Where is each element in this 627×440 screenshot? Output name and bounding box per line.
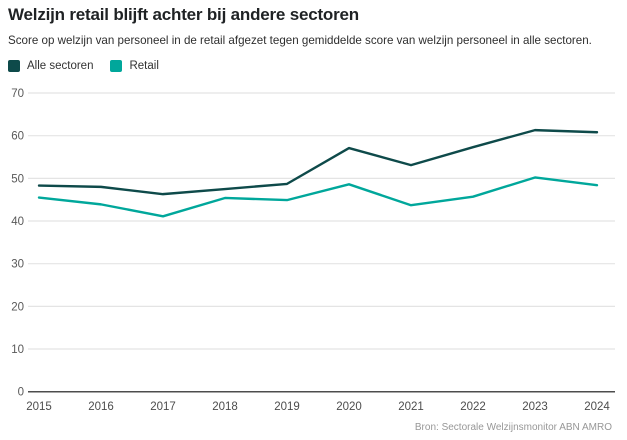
x-tick-label: 2021 [398, 401, 424, 413]
x-tick-label: 2019 [274, 401, 300, 413]
legend-item-retail: Retail [110, 60, 159, 72]
source-attribution: Bron: Sectorale Welzijnsmonitor ABN AMRO [414, 422, 612, 433]
y-tick-label: 50 [11, 173, 24, 185]
x-tick-label: 2024 [584, 401, 610, 413]
legend-swatch-alle-sectoren [8, 60, 20, 72]
chart-subtitle: Score op welzijn van personeel in de ret… [8, 34, 592, 47]
legend-swatch-retail [110, 60, 123, 72]
y-tick-label: 70 [11, 88, 24, 100]
legend-label-retail: Retail [129, 60, 159, 72]
x-tick-label: 2017 [150, 401, 176, 413]
legend-item-alle-sectoren: Alle sectoren [8, 60, 93, 72]
x-tick-label: 2020 [336, 401, 362, 413]
y-tick-label: 60 [11, 131, 24, 143]
x-tick-label: 2023 [522, 401, 548, 413]
x-tick-label: 2016 [88, 401, 114, 413]
legend-label-alle-sectoren: Alle sectoren [27, 60, 94, 72]
y-tick-label: 30 [11, 259, 24, 271]
legend: Alle sectoren Retail [8, 60, 176, 72]
x-tick-label: 2018 [212, 401, 238, 413]
series-line-retail [37, 176, 599, 218]
y-tick-label: 0 [18, 387, 24, 399]
x-tick-label: 2022 [460, 401, 486, 413]
series-line-alle-sectoren [37, 128, 599, 196]
y-tick-label: 10 [11, 344, 24, 356]
chart-title: Welzijn retail blijft achter bij andere … [8, 5, 359, 24]
x-tick-label: 2015 [26, 401, 52, 413]
y-tick-label: 20 [11, 301, 24, 313]
y-tick-label: 40 [11, 216, 24, 228]
